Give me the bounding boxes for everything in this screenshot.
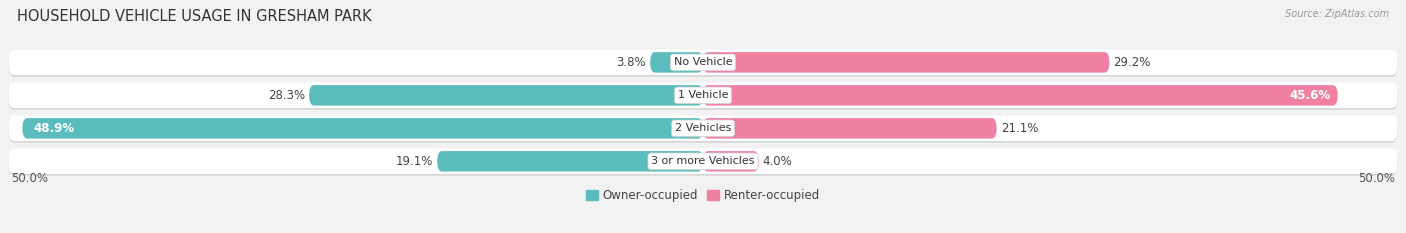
FancyBboxPatch shape xyxy=(703,118,997,139)
Text: 45.6%: 45.6% xyxy=(1289,89,1330,102)
FancyBboxPatch shape xyxy=(8,51,1398,77)
Text: 4.0%: 4.0% xyxy=(763,155,793,168)
FancyBboxPatch shape xyxy=(8,82,1398,108)
FancyBboxPatch shape xyxy=(8,148,1398,174)
FancyBboxPatch shape xyxy=(650,52,703,73)
Text: Source: ZipAtlas.com: Source: ZipAtlas.com xyxy=(1285,9,1389,19)
FancyBboxPatch shape xyxy=(8,150,1398,175)
Text: 28.3%: 28.3% xyxy=(267,89,305,102)
FancyBboxPatch shape xyxy=(437,151,703,171)
Text: HOUSEHOLD VEHICLE USAGE IN GRESHAM PARK: HOUSEHOLD VEHICLE USAGE IN GRESHAM PARK xyxy=(17,9,371,24)
Text: 2 Vehicles: 2 Vehicles xyxy=(675,123,731,133)
Text: 29.2%: 29.2% xyxy=(1114,56,1152,69)
Legend: Owner-occupied, Renter-occupied: Owner-occupied, Renter-occupied xyxy=(581,184,825,207)
Text: 19.1%: 19.1% xyxy=(395,155,433,168)
FancyBboxPatch shape xyxy=(703,52,1109,73)
FancyBboxPatch shape xyxy=(703,151,759,171)
Text: 21.1%: 21.1% xyxy=(1001,122,1038,135)
Text: No Vehicle: No Vehicle xyxy=(673,57,733,67)
FancyBboxPatch shape xyxy=(8,116,1398,141)
Text: 3.8%: 3.8% xyxy=(616,56,645,69)
Text: 1 Vehicle: 1 Vehicle xyxy=(678,90,728,100)
FancyBboxPatch shape xyxy=(22,118,703,139)
Text: 3 or more Vehicles: 3 or more Vehicles xyxy=(651,156,755,166)
FancyBboxPatch shape xyxy=(8,84,1398,110)
Text: 50.0%: 50.0% xyxy=(11,172,48,185)
FancyBboxPatch shape xyxy=(8,50,1398,75)
FancyBboxPatch shape xyxy=(703,85,1337,106)
Text: 50.0%: 50.0% xyxy=(1358,172,1395,185)
FancyBboxPatch shape xyxy=(8,117,1398,143)
Text: 48.9%: 48.9% xyxy=(34,122,75,135)
FancyBboxPatch shape xyxy=(309,85,703,106)
